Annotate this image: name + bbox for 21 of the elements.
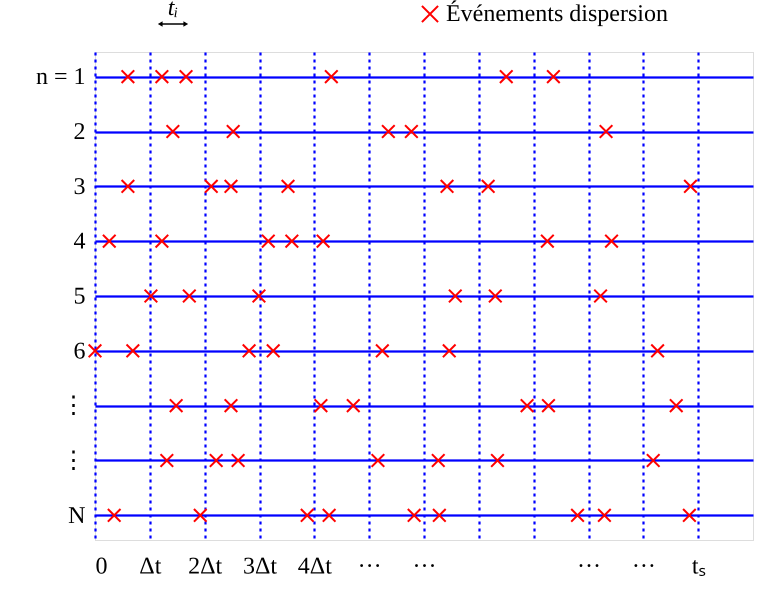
x-tick-label: ··· bbox=[577, 554, 601, 580]
y-tick-label: N bbox=[68, 502, 86, 529]
y-tick-label: 5 bbox=[74, 284, 86, 310]
x-tick-label: ··· bbox=[632, 554, 656, 580]
x-tick-label: ··· bbox=[412, 554, 436, 580]
y-tick-label: ⋮ bbox=[62, 393, 86, 420]
x-tick-label: 0 bbox=[96, 554, 108, 580]
y-tick-label: 6 bbox=[74, 338, 86, 364]
x-tick-label: tₛ bbox=[692, 554, 706, 580]
y-tick-label: n = 1 bbox=[36, 64, 86, 90]
text: tᵢ bbox=[168, 0, 178, 21]
x-tick-label: 3Δt bbox=[242, 554, 278, 580]
y-tick-label: 2 bbox=[74, 119, 86, 146]
y-tick-label: 3 bbox=[74, 174, 86, 200]
x-tick-label: 2Δt bbox=[188, 554, 223, 580]
legend-label: Événements dispersion bbox=[446, 0, 668, 27]
x-tick-label: Δt bbox=[139, 554, 162, 580]
y-tick-label: ⋮ bbox=[62, 448, 86, 474]
x-tick-label: 4Δt bbox=[298, 554, 332, 580]
x-tick-label: ··· bbox=[358, 554, 382, 580]
y-tick-label: 4 bbox=[74, 228, 86, 255]
